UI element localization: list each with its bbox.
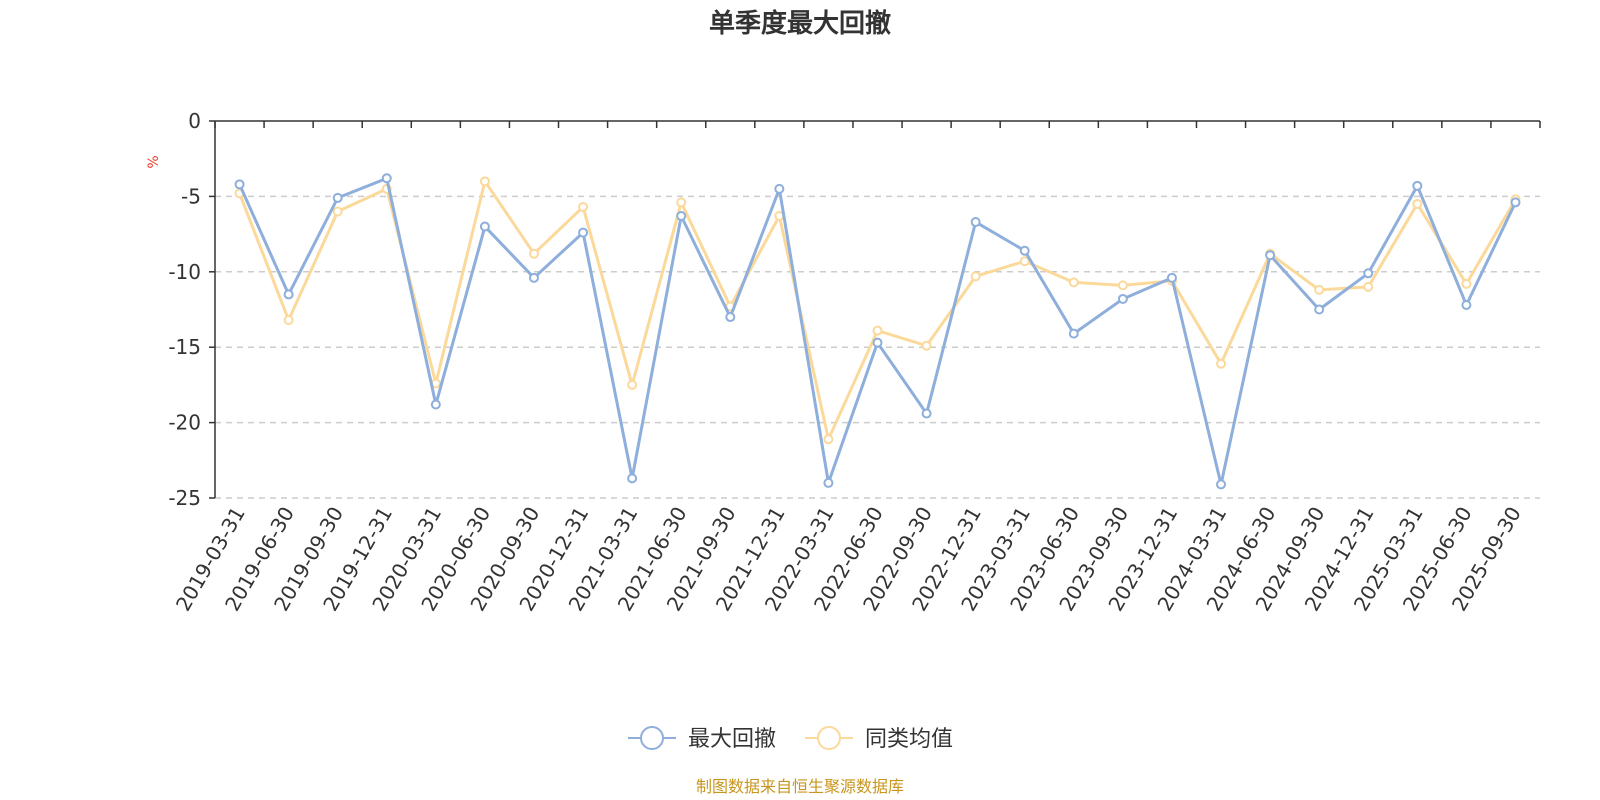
legend-marker-circle xyxy=(640,726,664,750)
data-point[interactable] xyxy=(283,289,294,300)
data-point[interactable] xyxy=(872,337,883,348)
data-point[interactable] xyxy=(872,325,883,336)
data-point[interactable] xyxy=(1019,256,1030,267)
data-point[interactable] xyxy=(479,221,490,232)
data-point[interactable] xyxy=(627,379,638,390)
data-point[interactable] xyxy=(921,408,932,419)
legend-label: 最大回撤 xyxy=(688,727,776,752)
data-point[interactable] xyxy=(921,340,932,351)
y-tick-label: -25 xyxy=(168,486,201,510)
data-point[interactable] xyxy=(332,192,343,203)
data-point[interactable] xyxy=(578,201,589,212)
data-point[interactable] xyxy=(823,477,834,488)
y-tick-label: -5 xyxy=(181,184,201,208)
y-tick-label: -20 xyxy=(168,411,201,435)
series-1 xyxy=(234,173,1521,490)
data-point[interactable] xyxy=(1265,250,1276,261)
y-tick-labels: 0 -5 -10 -15 -20 -25 xyxy=(168,109,201,510)
data-point[interactable] xyxy=(970,271,981,282)
data-point[interactable] xyxy=(1314,304,1325,315)
data-point[interactable] xyxy=(676,197,687,208)
data-point[interactable] xyxy=(1117,280,1128,291)
data-point[interactable] xyxy=(528,248,539,259)
y-tick-label: 0 xyxy=(188,109,201,133)
data-point[interactable] xyxy=(970,217,981,228)
data-point[interactable] xyxy=(1363,268,1374,279)
y-tick-label: -15 xyxy=(168,335,201,359)
data-point[interactable] xyxy=(1510,197,1521,208)
data-point[interactable] xyxy=(528,272,539,283)
legend[interactable]: 最大回撤 同类均值 xyxy=(628,726,953,752)
data-point[interactable] xyxy=(1216,479,1227,490)
data-point[interactable] xyxy=(1412,198,1423,209)
data-source-note: 制图数据来自恒生聚源数据库 xyxy=(696,777,904,796)
chart-title: 单季度最大回撤 xyxy=(709,8,891,39)
data-point[interactable] xyxy=(1068,277,1079,288)
legend-marker-circle xyxy=(817,726,841,750)
series-layer xyxy=(234,173,1521,490)
data-point[interactable] xyxy=(676,211,687,222)
data-point[interactable] xyxy=(1019,245,1030,256)
data-point[interactable] xyxy=(283,315,294,326)
y-axis-unit: % xyxy=(146,155,162,168)
legend-item-1[interactable]: 最大回撤 xyxy=(628,726,776,752)
x-tick-labels: 2019-03-312019-06-302019-09-302019-12-31… xyxy=(171,503,1526,616)
data-point[interactable] xyxy=(1117,293,1128,304)
series-2 xyxy=(234,176,1521,445)
data-point[interactable] xyxy=(381,173,392,184)
legend-label: 同类均值 xyxy=(865,727,953,752)
data-point[interactable] xyxy=(1461,299,1472,310)
data-point[interactable] xyxy=(1314,284,1325,295)
axes xyxy=(209,120,1541,499)
data-point[interactable] xyxy=(1412,180,1423,191)
data-point[interactable] xyxy=(774,183,785,194)
data-point[interactable] xyxy=(627,473,638,484)
data-point[interactable] xyxy=(578,227,589,238)
data-point[interactable] xyxy=(1216,358,1227,369)
data-point[interactable] xyxy=(1166,272,1177,283)
data-point[interactable] xyxy=(430,399,441,410)
data-point[interactable] xyxy=(1461,278,1472,289)
data-point[interactable] xyxy=(332,206,343,217)
data-point[interactable] xyxy=(234,179,245,190)
y-tick-label: -10 xyxy=(168,260,201,284)
data-point[interactable] xyxy=(725,312,736,323)
data-point[interactable] xyxy=(1363,281,1374,292)
data-point[interactable] xyxy=(479,176,490,187)
data-point[interactable] xyxy=(823,434,834,445)
data-point[interactable] xyxy=(1068,328,1079,339)
legend-item-2[interactable]: 同类均值 xyxy=(805,726,953,752)
